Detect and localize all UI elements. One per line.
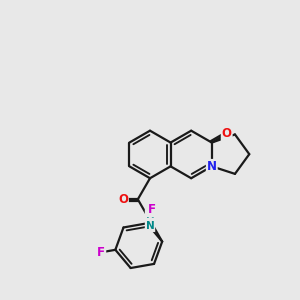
Text: F: F [148, 203, 156, 216]
Text: N: N [207, 160, 217, 173]
Text: F: F [97, 246, 105, 259]
Text: H
N: H N [146, 210, 154, 231]
Text: O: O [222, 128, 232, 140]
Text: O: O [118, 193, 128, 206]
